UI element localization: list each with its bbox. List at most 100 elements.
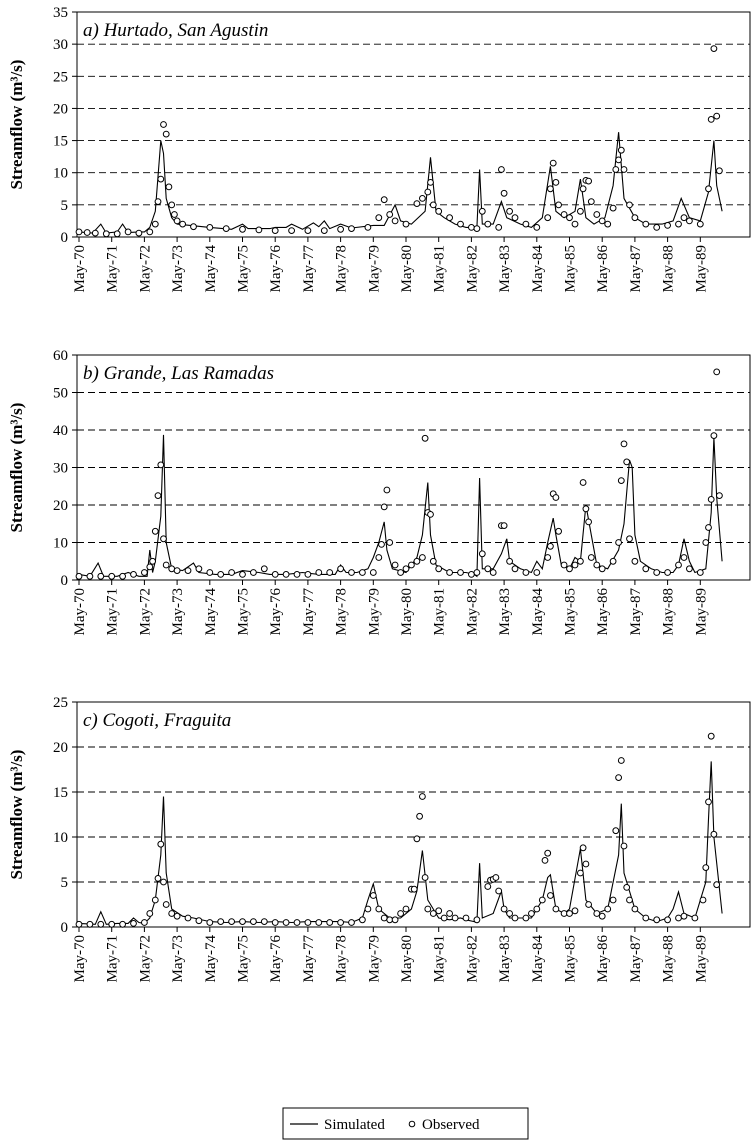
observed-point bbox=[250, 569, 257, 576]
observed-point bbox=[664, 222, 671, 229]
observed-point bbox=[457, 220, 464, 228]
observed-point bbox=[391, 916, 399, 924]
observed-point bbox=[686, 565, 693, 573]
observed-point bbox=[522, 220, 530, 228]
x-tick-label: May-87 bbox=[628, 588, 644, 636]
observed-point bbox=[642, 565, 650, 573]
observed-point bbox=[713, 112, 721, 120]
observed-point bbox=[135, 229, 143, 237]
observed-point bbox=[402, 565, 410, 573]
observed-point bbox=[478, 207, 486, 215]
observed-point bbox=[552, 905, 560, 913]
legend-box bbox=[282, 1107, 529, 1140]
x-tick-label: May-74 bbox=[203, 588, 219, 636]
observed-point bbox=[571, 561, 579, 569]
observed-point bbox=[612, 827, 620, 835]
observed-point bbox=[457, 569, 464, 576]
y-tick-label: 50 bbox=[53, 386, 68, 402]
y-tick-label: 30 bbox=[53, 461, 68, 477]
x-tick-label: May-79 bbox=[366, 245, 382, 293]
observed-point bbox=[538, 896, 546, 904]
observed-point bbox=[424, 905, 432, 913]
observed-point bbox=[427, 511, 434, 518]
x-tick-label: May-84 bbox=[530, 588, 546, 636]
panels: 0 5 10 15 20 25 30 35 May-70 May-71 May-72 May-73 Ma… bbox=[7, 5, 751, 983]
observed-point bbox=[451, 914, 459, 922]
x-tick-label: May-72 bbox=[137, 245, 153, 293]
observed-point bbox=[522, 914, 530, 922]
observed-point bbox=[160, 121, 167, 128]
x-tick-label: May-83 bbox=[497, 245, 513, 293]
observed-point bbox=[173, 567, 181, 574]
observed-point bbox=[154, 875, 162, 882]
observed-point bbox=[473, 916, 481, 924]
observed-point bbox=[579, 185, 587, 193]
panel-2: 0 5 10 15 20 25 May-70 May-71 May-72 May-73 May-74… bbox=[7, 695, 751, 983]
observed-point bbox=[702, 539, 710, 546]
observed-point bbox=[402, 220, 410, 228]
observed-point bbox=[609, 557, 617, 565]
observed-point bbox=[146, 563, 154, 571]
observed-point bbox=[707, 496, 715, 503]
observed-point bbox=[495, 224, 503, 231]
observed-point bbox=[617, 146, 625, 154]
observed-point bbox=[511, 914, 519, 922]
observed-point bbox=[288, 227, 296, 235]
observed-point bbox=[511, 214, 519, 222]
observed-point bbox=[108, 572, 116, 580]
observed-point bbox=[484, 883, 492, 890]
x-tick-label: May-87 bbox=[628, 935, 644, 983]
observed-point bbox=[552, 494, 560, 501]
x-tick-label: May-77 bbox=[301, 245, 317, 293]
legend: Simulated Observed bbox=[282, 1107, 529, 1140]
x-tick-label: May-81 bbox=[432, 245, 448, 293]
y-tick-label: 30 bbox=[53, 37, 68, 53]
observed-point bbox=[86, 920, 94, 928]
x-tick-label: May-88 bbox=[661, 588, 677, 636]
x-tick-label: May-82 bbox=[464, 245, 480, 293]
observed-point bbox=[75, 920, 83, 928]
observed-point bbox=[375, 214, 383, 222]
x-tick-label: May-89 bbox=[693, 245, 709, 293]
observed-point bbox=[282, 571, 290, 578]
observed-point bbox=[75, 572, 83, 580]
observed-point bbox=[713, 368, 721, 376]
observed-point bbox=[566, 910, 573, 917]
observed-point bbox=[315, 919, 323, 926]
y-tick-label: 0 bbox=[61, 920, 69, 936]
observed-point bbox=[113, 230, 121, 238]
observed-point bbox=[541, 857, 549, 864]
observed-point bbox=[544, 849, 552, 857]
observed-point bbox=[571, 907, 579, 915]
y-axis-title: Streamflow (m³/s) bbox=[7, 403, 26, 533]
observed-point bbox=[179, 220, 187, 228]
y-tick-label: 40 bbox=[53, 423, 68, 439]
x-tick-label: May-80 bbox=[399, 245, 415, 293]
x-tick-label: May-73 bbox=[170, 245, 186, 293]
observed-point bbox=[653, 916, 661, 924]
legend-observed-marker bbox=[408, 1120, 416, 1128]
observed-point bbox=[492, 874, 500, 881]
observed-point bbox=[255, 226, 263, 234]
simulated-series-line bbox=[78, 132, 723, 234]
x-tick-label: May-76 bbox=[268, 935, 284, 983]
observed-point bbox=[391, 217, 399, 225]
y-tick-label: 5 bbox=[61, 198, 69, 214]
observed-point bbox=[686, 217, 693, 225]
observed-point bbox=[500, 905, 508, 913]
observed-point bbox=[675, 220, 682, 228]
observed-point bbox=[160, 535, 167, 543]
observed-point bbox=[544, 214, 552, 222]
observed-point bbox=[699, 896, 707, 904]
x-tick-label: May-72 bbox=[137, 588, 153, 636]
observed-point bbox=[416, 812, 424, 820]
observed-point bbox=[369, 892, 377, 899]
observed-point bbox=[195, 917, 203, 925]
observed-point bbox=[617, 477, 625, 485]
observed-point bbox=[97, 572, 105, 580]
observed-point bbox=[560, 561, 568, 569]
observed-point bbox=[271, 571, 279, 578]
x-tick-label: May-79 bbox=[366, 588, 382, 636]
observed-point bbox=[320, 227, 328, 235]
x-tick-label: May-85 bbox=[563, 588, 579, 636]
